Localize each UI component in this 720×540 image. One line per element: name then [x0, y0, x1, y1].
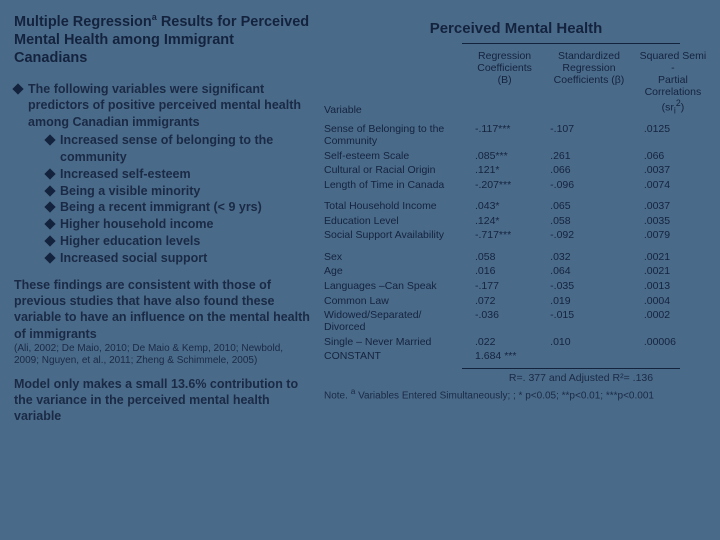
- list-item: Being a recent immigrant (< 9 yrs): [46, 199, 310, 216]
- consistency-text: These findings are consistent with those…: [14, 277, 310, 342]
- references: (Ali, 2002; De Maio, 2010; De Maio & Kem…: [14, 343, 310, 368]
- table-row: CONSTANT1.684 ***: [322, 349, 710, 364]
- findings-intro: The following variables were significant…: [14, 81, 310, 130]
- table-row: Education Level.124*.058.0035: [322, 214, 710, 229]
- table-row: Single – Never Married.022.010.00006: [322, 334, 710, 349]
- table-body: Sense of Belonging to the Community-.117…: [322, 122, 710, 364]
- table-title: Perceived Mental Health: [322, 20, 710, 37]
- list-item: Increased sense of belonging to the comm…: [46, 132, 310, 166]
- model-note: Model only makes a small 13.6% contribut…: [14, 376, 310, 425]
- table-note: Note. a Variables Entered Simultaneously…: [322, 386, 710, 401]
- col-header-beta: Standardized Regression Coefficients (β): [542, 48, 636, 122]
- regression-table: Variable Regression Coefficients (B) Sta…: [322, 48, 710, 364]
- r-squared: R=. 377 and Adjusted R²= .136: [322, 372, 710, 384]
- slide-title: Multiple Regressiona Results for Perceiv…: [14, 12, 310, 67]
- table-row: Sense of Belonging to the Community-.117…: [322, 122, 710, 149]
- table-row: Sex.058.032.0021: [322, 243, 710, 264]
- table-row: Widowed/Separated/ Divorced-.036-.015.00…: [322, 308, 710, 335]
- col-header-b: Regression Coefficients (B): [467, 48, 542, 122]
- table-row: Length of Time in Canada-.207***-.096.00…: [322, 178, 710, 193]
- table-rule-top: [462, 43, 680, 44]
- list-item: Being a visible minority: [46, 183, 310, 200]
- table-row: Common Law.072.019.0004: [322, 293, 710, 308]
- table-row: Languages –Can Speak-.177-.035.0013: [322, 279, 710, 294]
- table-row: Social Support Availability-.717***-.092…: [322, 228, 710, 243]
- table-row: Age.016.064.0021: [322, 264, 710, 279]
- table-row: Cultural or Racial Origin.121*.066.0037: [322, 163, 710, 178]
- col-header-variable: Variable: [322, 48, 467, 122]
- list-item: Higher education levels: [46, 233, 310, 250]
- table-row: Total Household Income.043*.065.0037: [322, 192, 710, 213]
- list-item: Higher household income: [46, 216, 310, 233]
- list-item: Increased social support: [46, 250, 310, 267]
- list-item: Increased self-esteem: [46, 166, 310, 183]
- table-row: Self-esteem Scale.085***.261.066: [322, 149, 710, 164]
- bullet-list: Increased sense of belonging to the comm…: [14, 132, 310, 267]
- table-rule-bottom: [462, 368, 680, 369]
- col-header-sr: Squared Semi-Partial Correlations (sri2): [636, 48, 710, 122]
